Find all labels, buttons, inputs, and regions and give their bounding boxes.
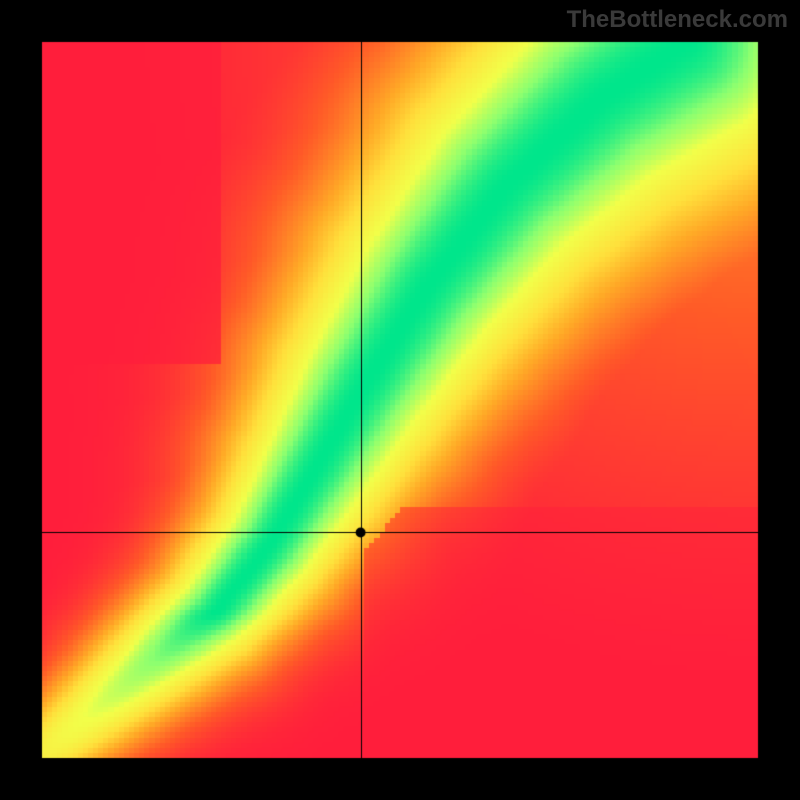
watermark-text: TheBottleneck.com (567, 6, 788, 34)
chart-container: TheBottleneck.com (0, 0, 800, 800)
bottleneck-heatmap (0, 0, 800, 800)
